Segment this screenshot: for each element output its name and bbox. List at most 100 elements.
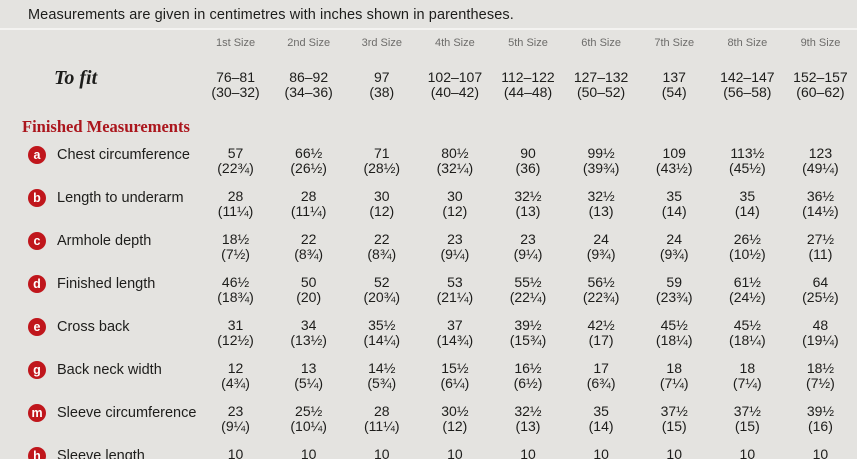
measurement-row-label: h Sleeve length [0, 443, 199, 459]
measurement-value-cell: 109 (43½) [638, 142, 711, 185]
to-fit-value-cell: 137 (54) [638, 57, 711, 113]
value-in: (13½) [290, 332, 327, 348]
value-in: (5¾) [367, 375, 397, 391]
measurement-value-cell: 28 (11¼) [199, 185, 272, 228]
value-in: (10¼) [290, 418, 327, 434]
measurement-value-cell: 52 (20¾) [345, 271, 418, 314]
value-cm: 10 [593, 446, 609, 459]
value-in: (6¼) [440, 375, 470, 391]
measurement-value-cell: 22 (8¾) [345, 228, 418, 271]
size-column-header: 6th Size [581, 37, 621, 49]
measurement-label: Armhole depth [57, 233, 152, 249]
measurement-value-cell: 10(4) [199, 443, 272, 459]
value-in: (19¼) [802, 332, 839, 348]
value-cm: 22 [373, 231, 390, 247]
measurement-value-cell: 13 (5¼) [272, 357, 345, 400]
value-cm: 10 [447, 446, 463, 459]
value-in: (12) [369, 203, 395, 219]
value-in: (11¼) [290, 203, 327, 219]
measurement-value-cell: 61½ (24½) [711, 271, 784, 314]
measurement-row-label: g Back neck width [0, 357, 199, 397]
value-in: (18¼) [729, 332, 766, 348]
to-fit-value-in: (60–62) [796, 84, 845, 100]
value-in: (20¾) [363, 289, 401, 305]
measurement-value-cell: 18 (7¼) [638, 357, 711, 400]
value-cm: 13 [300, 360, 317, 376]
to-fit-value-in: (30–32) [211, 84, 260, 100]
value-cm: 35½ [368, 317, 396, 333]
value-cm: 57 [227, 145, 244, 161]
value-cm: 31 [227, 317, 244, 333]
size-column-header: 3rd Size [361, 37, 402, 49]
measurement-value-cell: 36½ (14½) [784, 185, 857, 228]
value-cm: 17 [593, 360, 609, 376]
measurement-value-cell: 24 (9¾) [565, 228, 638, 271]
value-cm: 10 [739, 446, 756, 459]
measurement-label: Back neck width [57, 362, 162, 378]
value-cm: 39½ [514, 317, 542, 333]
value-in: (14¾) [436, 332, 474, 348]
measurement-value-cell: 26½ (10½) [711, 228, 784, 271]
measurement-value-cell: 34 (13½) [272, 314, 345, 357]
value-cm: 10 [812, 446, 829, 459]
measurement-value-cell: 10(4) [491, 443, 564, 459]
measurement-value-cell: 32½ (13) [491, 400, 564, 443]
value-in: (6½) [513, 375, 543, 391]
to-fit-value-cell: 127–132 (50–52) [565, 57, 638, 113]
measurement-value-cell: 25½ (10¼) [272, 400, 345, 443]
value-cm: 39½ [806, 403, 835, 419]
value-cm: 10 [373, 446, 390, 459]
measurement-row-label: e Cross back [0, 314, 199, 354]
value-cm: 23 [447, 231, 463, 247]
measurement-value-cell: 90 (36) [491, 142, 564, 185]
measurement-value-cell: 10(4) [272, 443, 345, 459]
finished-measurements-heading: Finished Measurements [22, 117, 190, 136]
value-cm: 15½ [441, 360, 469, 376]
size-column-header: 2nd Size [287, 37, 331, 49]
measurement-label: Finished length [57, 276, 156, 292]
measurement-value-cell: 12 (4¾) [199, 357, 272, 400]
value-in: (9¾) [659, 246, 689, 262]
measurement-value-cell: 18 (7¼) [711, 357, 784, 400]
to-fit-value-in: (40–42) [430, 84, 480, 100]
value-cm: 28 [227, 188, 244, 204]
to-fit-value-cell: 86–92 (34–36) [272, 57, 345, 113]
measurement-value-cell: 15½ (6¼) [418, 357, 491, 400]
measurement-value-cell: 10(4) [638, 443, 711, 459]
value-in: (9¾) [586, 246, 616, 262]
value-cm: 25½ [295, 403, 323, 419]
value-cm: 37½ [660, 403, 688, 419]
value-cm: 113½ [730, 145, 765, 161]
to-fit-value-cell: 152–157 (60–62) [784, 57, 857, 113]
to-fit-value-cell: 102–107 (40–42) [418, 57, 491, 113]
measurement-value-cell: 46½ (18¾) [199, 271, 272, 314]
measurement-label: Sleeve length [57, 448, 145, 459]
to-fit-value-cell: 142–147 (56–58) [711, 57, 784, 113]
value-cm: 16½ [514, 360, 542, 376]
value-in: (13) [588, 203, 614, 219]
to-fit-value-in: (50–52) [576, 84, 626, 100]
measurement-row-label: m Sleeve circumference [0, 400, 199, 440]
value-in: (9¼) [513, 246, 543, 262]
measurement-value-cell: 17 (6¾) [565, 357, 638, 400]
measurement-value-cell: 28 (11¼) [345, 400, 418, 443]
measurement-value-cell: 14½ (5¾) [345, 357, 418, 400]
measurement-value-cell: 66½ (26½) [272, 142, 345, 185]
size-column-header: 4th Size [435, 37, 475, 49]
value-cm: 27½ [806, 231, 835, 247]
value-in: (12½) [217, 332, 254, 348]
size-column-header: 7th Size [654, 37, 695, 49]
measurement-value-cell: 99½ (39¾) [565, 142, 638, 185]
value-in: (15) [734, 418, 760, 434]
value-in: (14) [661, 203, 687, 219]
row-key-badge-e: e [28, 318, 46, 336]
measurement-value-cell: 71 (28½) [345, 142, 418, 185]
measurement-value-cell: 23 (9¼) [199, 400, 272, 443]
size-column-header: 9th Size [800, 37, 841, 49]
measurement-value-cell: 42½ (17) [565, 314, 638, 357]
measurement-value-cell: 123 (49¼) [784, 142, 857, 185]
value-cm: 10 [300, 446, 317, 459]
value-in: (8¾) [367, 246, 397, 262]
measurement-value-cell: 35 (14) [638, 185, 711, 228]
value-in: (13) [515, 418, 541, 434]
